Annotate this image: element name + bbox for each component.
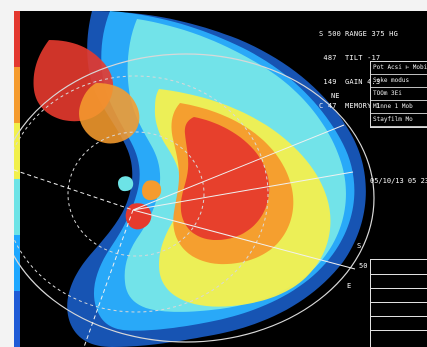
readout-left-label: C — [319, 102, 324, 110]
status-item: TOOm 3Ei — [371, 88, 427, 101]
sonar-plot[interactable] — [14, 11, 427, 347]
status-item: Minne 1 Mob — [371, 101, 427, 114]
ne-marker: NE — [331, 92, 340, 100]
instrument-readouts: RANGE 375 HG TILT -17 GAIN 4.3 MEMORY 1 — [345, 14, 398, 126]
timestamp: 05/10/13 05 23 — [370, 177, 427, 185]
s-marker: S — [357, 242, 362, 250]
sonar-display: S 500 487 149 C 47 RANGE 375 HG TILT -17… — [14, 11, 427, 347]
readout-name: GAIN — [345, 78, 363, 86]
readout-value: 375 HG — [371, 30, 398, 38]
status-item: Soke modus — [371, 75, 427, 88]
e-marker: E — [347, 282, 352, 290]
readout-value: -17 — [367, 54, 381, 62]
readout-left-label: S — [319, 30, 324, 38]
readout-name: RANGE — [345, 30, 368, 38]
status-item: Pot Acsi ⊢ Mobi — [371, 62, 427, 75]
color-scale-bar — [14, 11, 20, 347]
readout-left-value: 149 — [323, 78, 337, 86]
status-panel: Pot Acsi ⊢ Mobi Soke modus TOOm 3Ei Minn… — [370, 61, 427, 128]
sonar-readouts: S 500 487 149 C 47 — [319, 14, 346, 126]
readout-left-value: 47 — [327, 102, 337, 110]
depth-grid-panel — [370, 259, 427, 347]
readout-value: 4.3 — [367, 78, 381, 86]
readout-left-value: 487 — [323, 54, 337, 62]
readout-name: MEMORY — [345, 102, 372, 110]
readout-name: TILT — [345, 54, 363, 62]
status-item: Stayfilm Mo — [371, 114, 427, 127]
readout-value: 1 — [375, 102, 381, 110]
fifty-marker: 50 — [359, 262, 368, 270]
readout-left-value: 500 — [327, 30, 342, 38]
